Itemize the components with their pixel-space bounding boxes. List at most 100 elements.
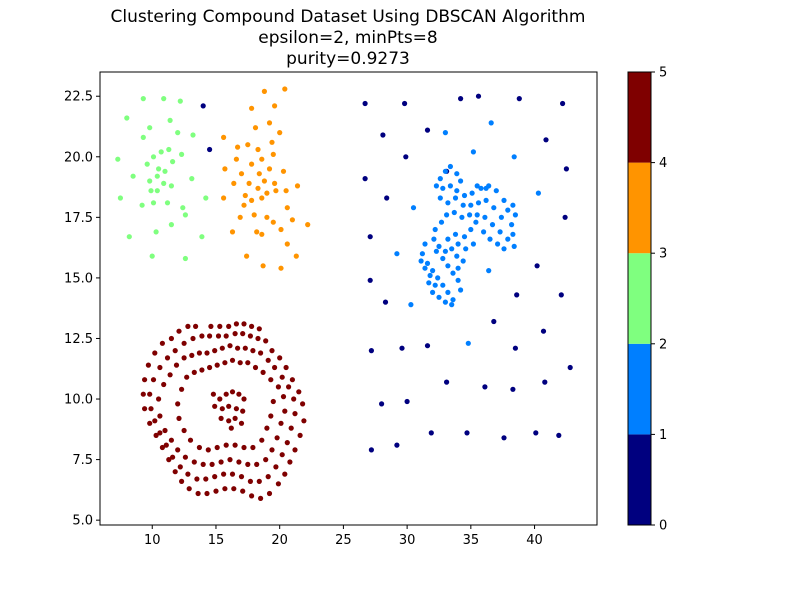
- cluster-4-point: [157, 430, 163, 436]
- cluster-0-point: [543, 137, 549, 143]
- cluster-4-point: [150, 377, 157, 383]
- cluster-1-point: [460, 202, 466, 208]
- cluster-4-point: [287, 459, 293, 465]
- cluster-3-point: [270, 151, 276, 157]
- y-tick-label: 17.5: [64, 211, 93, 226]
- cluster-3-point: [235, 144, 241, 150]
- cluster-4-point: [260, 369, 266, 375]
- cluster-0-point: [444, 379, 450, 385]
- cluster-1-point: [481, 229, 487, 235]
- colorbar-band: [628, 72, 651, 163]
- cluster-0-point: [533, 430, 539, 436]
- cluster-2-point: [167, 117, 173, 123]
- cluster-1-point: [512, 212, 519, 218]
- cluster-4-point: [275, 384, 281, 390]
- x-tick-label: 10: [144, 533, 161, 548]
- cluster-4-point: [184, 374, 190, 380]
- cluster-4-point: [214, 444, 220, 451]
- cluster-3-point: [277, 130, 283, 136]
- cluster-3-point: [260, 263, 266, 269]
- cluster-4-point: [263, 457, 269, 463]
- cluster-3-point: [282, 86, 288, 92]
- cluster-2-point: [144, 161, 150, 167]
- cluster-4-point: [176, 328, 182, 334]
- cluster-3-point: [242, 192, 248, 199]
- cluster-1-point: [452, 195, 459, 201]
- cluster-4-point: [168, 437, 174, 443]
- cluster-3-point: [269, 139, 275, 145]
- x-tick-label: 15: [208, 533, 225, 548]
- chart-title: Clustering Compound Dataset Using DBSCAN…: [111, 7, 586, 69]
- cluster-1-point: [498, 214, 504, 220]
- cluster-4-point: [258, 495, 264, 501]
- cluster-2-point: [164, 200, 171, 206]
- cluster-4-point: [226, 323, 232, 329]
- cluster-1-point: [505, 207, 511, 213]
- cluster-1-point: [447, 163, 453, 170]
- cluster-2-point: [139, 202, 145, 208]
- cluster-4-point: [269, 447, 275, 453]
- cluster-1-point: [474, 183, 480, 189]
- cluster-0-point: [475, 93, 482, 99]
- cluster-4-point: [147, 420, 153, 426]
- cluster-1-point: [445, 200, 451, 206]
- colorbar-tick-label: 5: [659, 66, 667, 81]
- cluster-4-point: [279, 374, 285, 380]
- cluster-3-point: [272, 103, 278, 109]
- cluster-4-point: [181, 355, 187, 361]
- cluster-4-point: [217, 323, 223, 329]
- cluster-4-point: [256, 478, 262, 484]
- cluster-3-point: [256, 171, 262, 177]
- cluster-4-point: [226, 418, 232, 424]
- cluster-3-point: [289, 217, 295, 223]
- cluster-4-point: [286, 384, 292, 390]
- cluster-4-point: [268, 413, 274, 419]
- cluster-4-point: [292, 411, 298, 417]
- cluster-1-point: [427, 272, 433, 279]
- cluster-4-point: [162, 427, 168, 434]
- cluster-4-point: [181, 340, 187, 346]
- cluster-1-point: [458, 178, 464, 184]
- cluster-3-point: [249, 197, 255, 203]
- cluster-1-point: [432, 282, 438, 288]
- cluster-4-point: [249, 493, 255, 499]
- cluster-4-point: [233, 321, 239, 327]
- cluster-3-point: [266, 120, 273, 126]
- cluster-4-point: [217, 396, 223, 402]
- cluster-4-point: [191, 369, 197, 375]
- cluster-4-point: [191, 459, 197, 465]
- cluster-4-point: [214, 362, 220, 368]
- cluster-0-point: [534, 263, 540, 269]
- cluster-2-point: [175, 130, 181, 136]
- cluster-1-point: [444, 212, 450, 218]
- cluster-4-point: [241, 396, 247, 402]
- cluster-1-point: [483, 185, 489, 191]
- cluster-2-point: [150, 200, 157, 206]
- cluster-1-point: [483, 197, 489, 203]
- cluster-4-point: [264, 425, 270, 431]
- cluster-1-point: [450, 270, 456, 276]
- cluster-4-point: [252, 364, 259, 371]
- cluster-4-point: [240, 331, 246, 337]
- cluster-4-point: [189, 352, 195, 358]
- colorbar-frame: [627, 71, 652, 526]
- cluster-1-point: [491, 205, 497, 211]
- cluster-4-point: [241, 321, 247, 327]
- cluster-4-point: [200, 461, 206, 467]
- cluster-4-point: [179, 386, 185, 392]
- cluster-4-point: [168, 335, 174, 342]
- cluster-1-point: [437, 176, 443, 182]
- cluster-3-point: [283, 188, 289, 194]
- cluster-2-point: [117, 195, 123, 201]
- cluster-1-point: [424, 260, 431, 266]
- cluster-4-point: [280, 394, 287, 400]
- cluster-1-point: [501, 246, 507, 252]
- cluster-4-point: [218, 459, 224, 465]
- cluster-3-point: [254, 229, 260, 235]
- cluster-1-point: [442, 299, 448, 305]
- cluster-3-point: [233, 156, 239, 162]
- cluster-4-point: [213, 488, 219, 494]
- cluster-3-point: [284, 205, 290, 211]
- cluster-4-point: [288, 425, 294, 431]
